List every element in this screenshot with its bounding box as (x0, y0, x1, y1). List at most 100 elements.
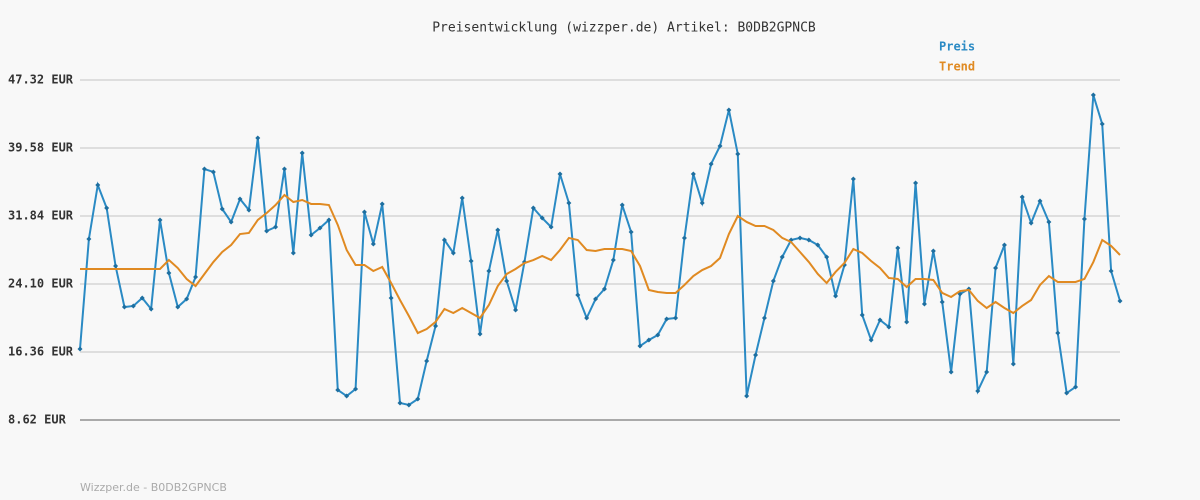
point (1099, 121, 1105, 127)
point (877, 317, 883, 323)
point (637, 343, 643, 349)
point (1028, 220, 1034, 226)
y-tick-label: 8.62 EUR (8, 413, 67, 427)
point (735, 151, 741, 157)
point (468, 258, 474, 264)
legend-label: Trend (939, 60, 975, 74)
y-tick-label: 39.58 EUR (8, 141, 74, 155)
point (744, 393, 750, 399)
legend-label: Preis (939, 40, 975, 54)
point (450, 250, 456, 256)
point (664, 316, 670, 322)
point (948, 369, 954, 375)
point (299, 150, 305, 156)
point (415, 396, 421, 402)
point (184, 296, 190, 302)
point (246, 207, 252, 213)
point (699, 200, 705, 206)
point (237, 196, 243, 202)
point (477, 331, 483, 337)
point (379, 201, 385, 207)
point (77, 346, 83, 352)
point (575, 292, 581, 298)
point (895, 245, 901, 251)
point (148, 306, 154, 312)
point (397, 400, 403, 406)
point (157, 217, 163, 223)
point (388, 295, 394, 301)
point (459, 195, 465, 201)
point (281, 166, 287, 172)
point (1073, 384, 1079, 390)
point (219, 206, 225, 212)
point (708, 161, 714, 167)
point (930, 248, 936, 254)
point (1037, 198, 1043, 204)
point (984, 369, 990, 375)
point (690, 171, 696, 177)
point (975, 388, 981, 394)
point (886, 324, 892, 330)
point (335, 387, 341, 393)
point (433, 323, 439, 329)
point (317, 225, 323, 231)
point (850, 176, 856, 182)
point (859, 312, 865, 318)
footer: Wizzper.de - B0DB2GPNCB (80, 481, 227, 494)
point (273, 224, 279, 230)
point (228, 219, 234, 225)
point (344, 393, 350, 399)
point (139, 295, 145, 301)
point (806, 237, 812, 243)
point (486, 268, 492, 274)
point (717, 143, 723, 149)
point (681, 235, 687, 241)
point (1019, 194, 1025, 200)
point (353, 386, 359, 392)
point (815, 242, 821, 248)
point (1010, 361, 1016, 367)
point (86, 236, 92, 242)
point (628, 229, 634, 235)
point (513, 307, 519, 313)
point (770, 278, 776, 284)
point (833, 293, 839, 299)
chart-title: Preisentwicklung (wizzper.de) Artikel: B… (432, 21, 816, 36)
point (1081, 216, 1087, 222)
point (1090, 92, 1096, 98)
point (255, 135, 261, 141)
point (370, 241, 376, 247)
point (104, 205, 110, 211)
point (530, 205, 536, 211)
point (1117, 298, 1123, 304)
point (913, 180, 919, 186)
point (726, 107, 732, 113)
point (1046, 219, 1052, 225)
point (166, 270, 172, 276)
point (406, 402, 412, 408)
point (121, 304, 127, 310)
point (1055, 330, 1061, 336)
y-tick-label: 24.10 EUR (8, 277, 74, 291)
point (95, 182, 101, 188)
point (504, 278, 510, 284)
point (753, 352, 759, 358)
point (601, 286, 607, 292)
point (264, 228, 270, 234)
line (80, 193, 1121, 335)
point (424, 358, 430, 364)
point (868, 337, 874, 343)
point (566, 200, 572, 206)
point (175, 304, 181, 310)
point (673, 315, 679, 321)
point (113, 263, 119, 269)
y-tick-label: 31.84 EUR (8, 209, 74, 223)
point (1001, 242, 1007, 248)
point (655, 332, 661, 338)
point (779, 254, 785, 260)
point (326, 217, 332, 223)
point (646, 337, 652, 343)
point (495, 227, 501, 233)
point (1064, 390, 1070, 396)
